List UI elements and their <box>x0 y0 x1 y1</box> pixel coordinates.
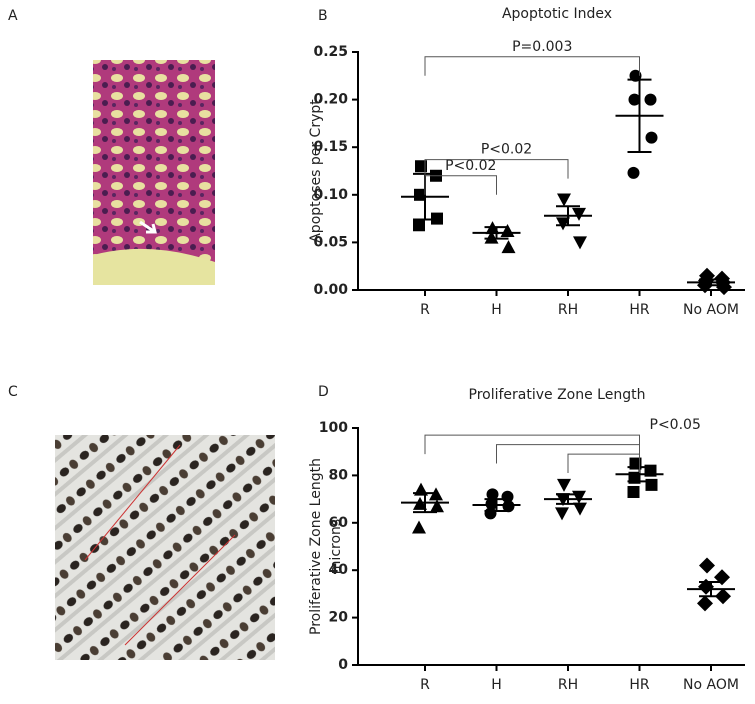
point <box>501 240 516 254</box>
point <box>485 497 498 510</box>
panel-label: C <box>8 384 18 400</box>
measure-line <box>84 444 181 561</box>
micrograph-c <box>55 435 275 660</box>
x-tick-label: RH <box>558 302 578 318</box>
point <box>415 160 427 173</box>
y-tick-label: 60 <box>329 515 349 531</box>
point <box>412 520 426 534</box>
point <box>645 131 658 144</box>
micrograph-a-lumen <box>93 248 215 285</box>
point <box>628 93 641 106</box>
point <box>572 207 586 221</box>
x-tick-label: R <box>420 677 430 693</box>
y-tick-label: 0 <box>338 657 348 673</box>
x-tick-label: H <box>491 302 502 318</box>
x-tick-label: HR <box>629 302 650 318</box>
panel-label: A <box>8 8 18 24</box>
y-tick-label: 100 <box>319 420 348 436</box>
point <box>484 507 497 520</box>
point <box>627 166 640 179</box>
point <box>697 595 713 612</box>
y-tick-label: 0.20 <box>313 92 348 108</box>
x-tick-label: No AOM <box>683 677 739 693</box>
point <box>430 499 444 513</box>
arrow <box>139 220 157 234</box>
significance-bracket <box>424 159 569 179</box>
point <box>572 490 586 504</box>
point <box>557 193 571 207</box>
y-tick-label: 0.10 <box>313 187 348 203</box>
point <box>627 485 640 498</box>
point <box>555 507 569 521</box>
y-tick-label: 40 <box>329 562 349 578</box>
measure-line <box>124 534 236 646</box>
p-value-label: P<0.02 <box>481 142 532 158</box>
point <box>556 217 570 231</box>
x-tick-label: No AOM <box>683 302 739 318</box>
significance-bracket <box>424 175 497 195</box>
point <box>500 223 515 237</box>
point <box>557 478 571 492</box>
point <box>484 230 499 244</box>
point <box>573 236 587 250</box>
panel-label: D <box>318 384 329 400</box>
point <box>644 93 657 106</box>
y-tick-label: 0.05 <box>313 234 348 250</box>
x-tick-label: RH <box>558 677 578 693</box>
point <box>486 488 499 501</box>
point <box>414 188 426 201</box>
y-tick-label: 20 <box>329 610 349 626</box>
y-axis-label: Proliferative Zone Length <box>308 458 324 635</box>
micrograph-a <box>93 60 215 285</box>
point <box>699 557 715 574</box>
chart-title: Apoptotic Index <box>502 6 612 22</box>
y-tick-label: 80 <box>329 467 349 483</box>
y-tick-label: 0.25 <box>313 44 348 60</box>
point <box>573 502 587 516</box>
y-tick-label: 0.15 <box>313 139 348 155</box>
y-axis-label: microns <box>328 519 344 574</box>
point <box>413 219 425 232</box>
p-value-label: P=0.003 <box>512 39 572 55</box>
x-tick-label: H <box>491 677 502 693</box>
significance-bracket <box>567 453 640 474</box>
x-tick-label: HR <box>629 677 650 693</box>
significance-bracket <box>424 56 640 76</box>
p-value-label: P<0.05 <box>650 417 701 433</box>
chart-title: Proliferative Zone Length <box>469 387 646 403</box>
y-tick-label: 0.00 <box>313 282 348 298</box>
x-tick-label: R <box>420 302 430 318</box>
point <box>502 500 515 513</box>
y-axis-label: Apoptoses per Crypt <box>308 99 324 243</box>
p-value-label: P<0.02 <box>445 158 496 174</box>
panel-label: B <box>318 8 328 24</box>
